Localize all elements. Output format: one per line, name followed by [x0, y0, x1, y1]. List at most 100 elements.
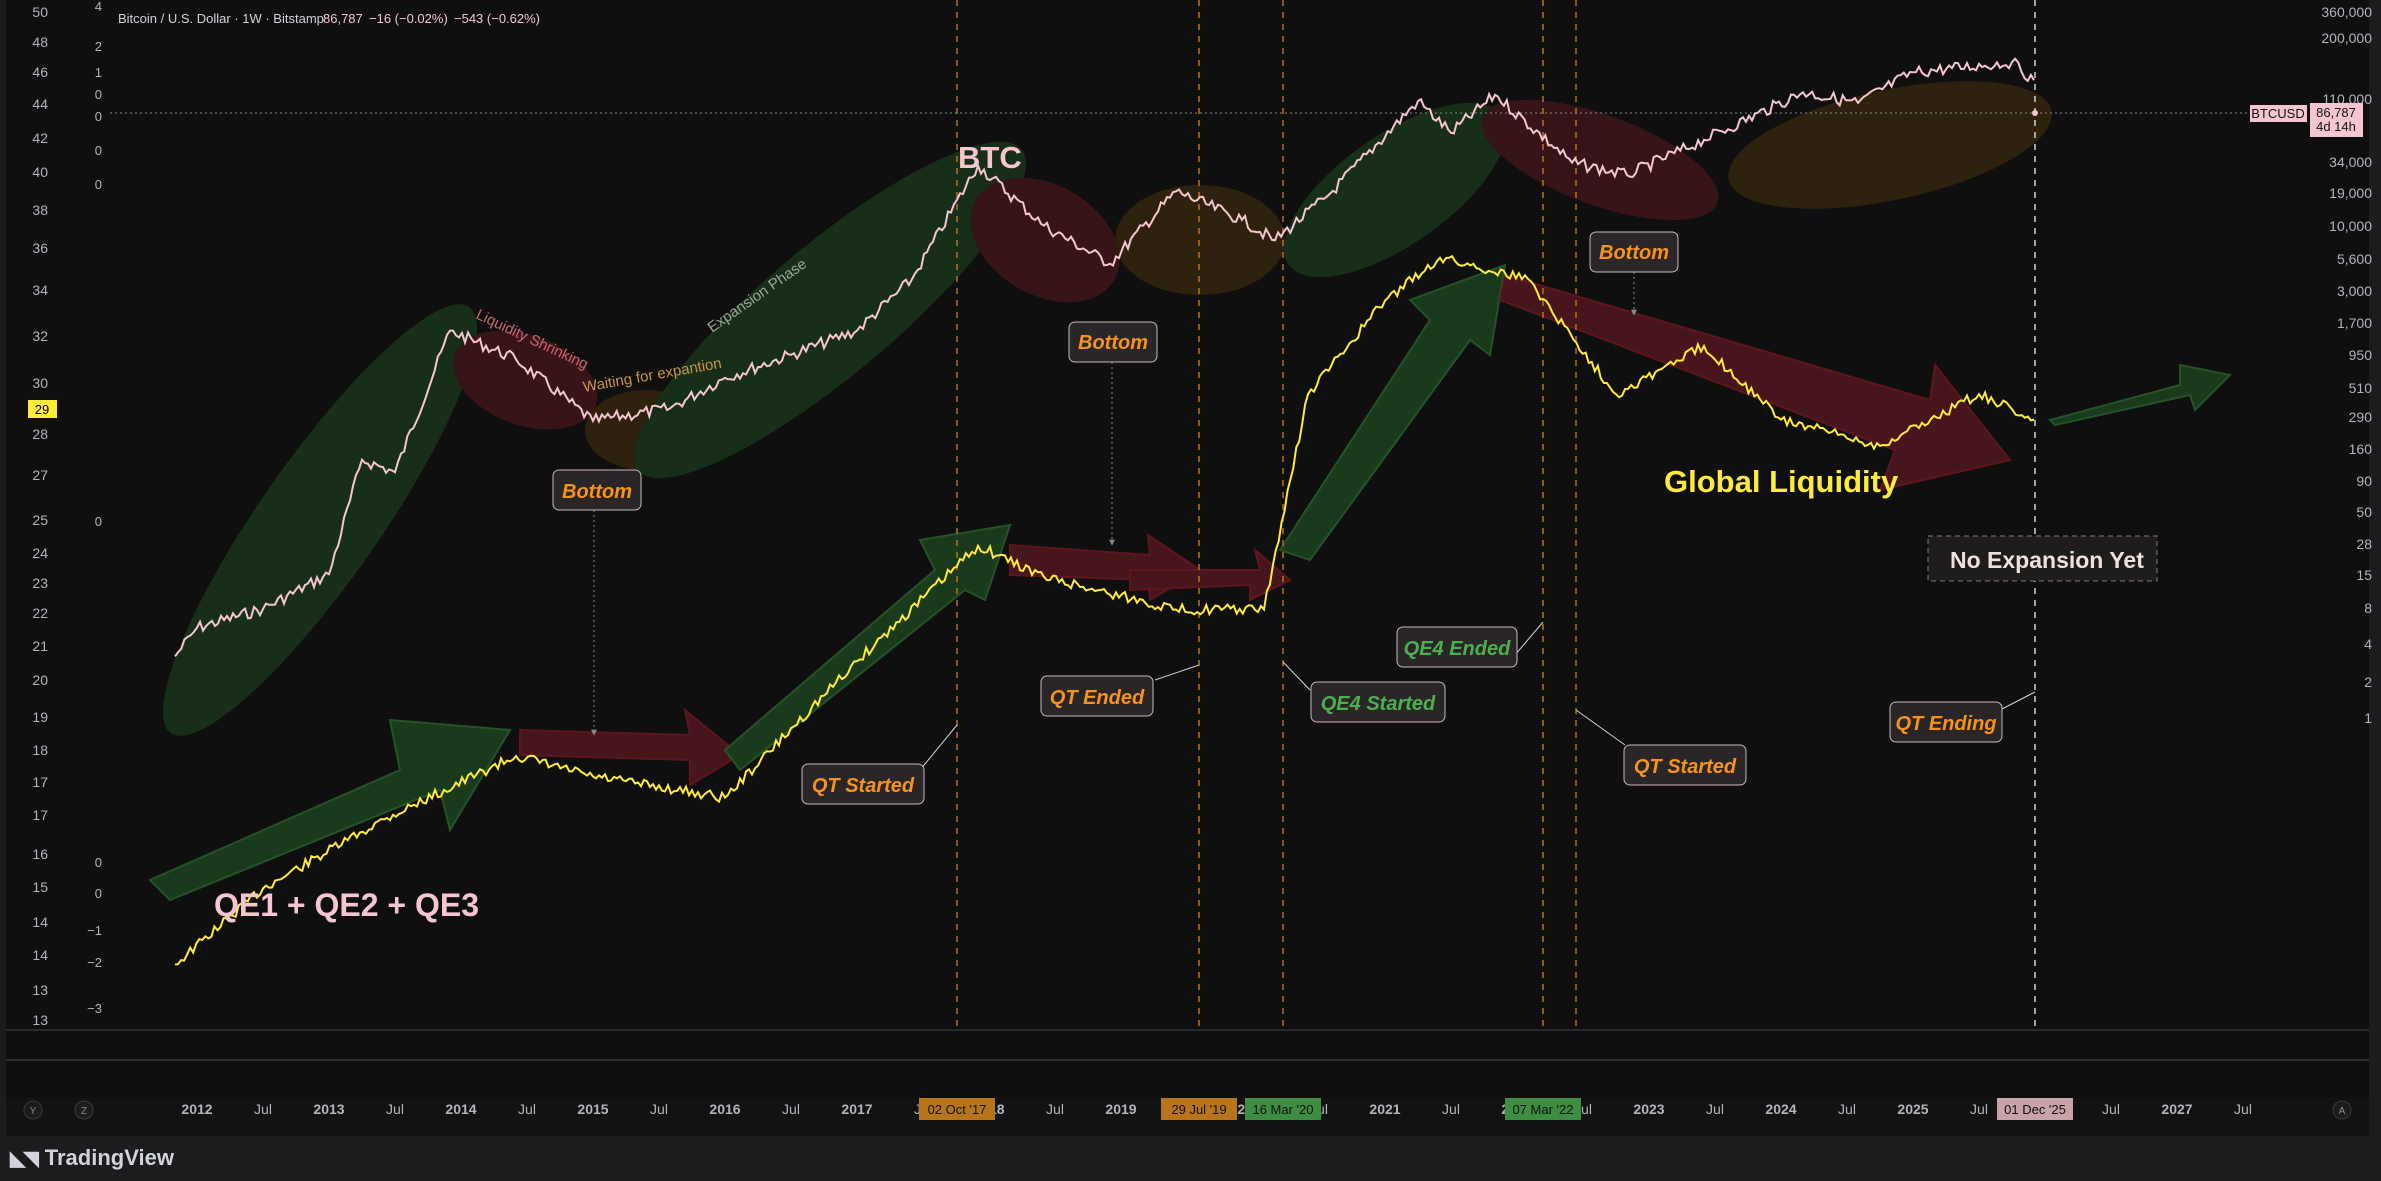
tradingview-logo[interactable]: ◣◥ TradingView: [10, 1143, 174, 1173]
time-scale-label: 2016: [709, 1101, 740, 1117]
red-ellipse-3: [1481, 99, 1719, 221]
bottom1-box: [552, 469, 642, 511]
green-ellipse-1: [162, 304, 478, 736]
time-scale-label: 2021: [1369, 1101, 1400, 1117]
left-current-value: 29: [35, 402, 49, 417]
time-scale-label: 2014: [445, 1101, 476, 1117]
tradingview-logo-icon: ◣◥: [10, 1147, 39, 1170]
qt-ending-box: [1889, 701, 2003, 743]
tradingview-brand: TradingView: [44, 1145, 174, 1170]
left-scale-tick: 22: [32, 605, 48, 621]
right-scale-tick: 10,000: [2329, 218, 2372, 234]
time-marker-bg: [1505, 1098, 1581, 1120]
orange-ellipse-2: [1115, 185, 1285, 295]
y-axis-button-label: Y: [30, 1106, 37, 1117]
qt-ended-pointer: [1154, 664, 1200, 681]
time-scale-label: Jul: [1706, 1101, 1724, 1117]
qt-started-2-label: QT Started: [1634, 756, 1737, 778]
right-scale-tick: 90: [2356, 473, 2372, 489]
green-ellipse-2: [633, 141, 1027, 479]
right-scale-tick: 1,700: [2337, 315, 2372, 331]
left-price-scale[interactable]: 50 48 46 44 42 40 38 36 34 32 30 28 27 25 24 23 22 21 20 19…: [32, 4, 48, 1028]
green-arrow-qe4: [1278, 263, 1507, 562]
time-marker-label: 29 Jul '19: [1171, 1102, 1226, 1117]
left-scale-tick: 14: [32, 914, 48, 930]
right-scale-tick: 5,600: [2337, 251, 2372, 267]
qt-ending-pointer: [1999, 691, 2036, 711]
time-marker-label: 01 Dec '25: [2004, 1102, 2066, 1117]
right-scale-tick: 50: [2356, 504, 2372, 520]
time-marker-bg: [1997, 1098, 2073, 1120]
trend-arrows: [148, 263, 2233, 902]
label-boxes: [552, 231, 2158, 805]
red-ellipse-1: [452, 330, 598, 430]
right-scale-tick: 160: [2349, 441, 2373, 457]
right-scale-tick: 4: [2364, 636, 2372, 652]
qt-started-2-pointer: [1575, 709, 1626, 746]
time-scale-label: Jul: [518, 1101, 536, 1117]
qe4-started-pointer: [1282, 661, 1311, 691]
red-ellipse-2: [970, 177, 1120, 303]
left-scale-tick: 44: [32, 96, 48, 112]
right-scale-tick: 3,000: [2337, 283, 2372, 299]
left-scale-tick: 40: [32, 164, 48, 180]
left-scale-tick: 18: [32, 742, 48, 758]
time-marker-label: 16 Mar '20: [1252, 1102, 1313, 1117]
time-scale-markers: 02 Oct '17 29 Jul '19 16 Mar '20 07 Mar '22…: [919, 1098, 2073, 1120]
qt-started-1-pointer: [919, 724, 958, 771]
header-price: 86,787: [323, 11, 363, 26]
no-expansion-box: [1927, 535, 2158, 582]
time-scale-label: 2013: [313, 1101, 344, 1117]
left-scale-tick: 48: [32, 34, 48, 50]
time-scale-label: 2027: [2161, 1101, 2192, 1117]
auto-scale-button[interactable]: [2332, 1100, 2352, 1120]
time-marker-bg: [919, 1098, 995, 1120]
phase-ellipses: [162, 81, 2052, 736]
left-scale-tick: 23: [32, 575, 48, 591]
chart-header: Bitcoin / U.S. Dollar · 1W · Bitstamp 86…: [118, 11, 540, 26]
qt-started-2-box: [1623, 744, 1747, 786]
btc-series-line: [174, 57, 2035, 657]
right-scale-tick: 2: [2364, 674, 2372, 690]
qt-ended-box: [1040, 675, 1154, 717]
time-marker-bg: [1245, 1098, 1321, 1120]
left-scale-b-tick: −1: [87, 923, 102, 938]
qt-ended-label: QT Ended: [1050, 687, 1145, 709]
header-change: −16 (−0.02%): [369, 11, 448, 26]
symbol-title[interactable]: Bitcoin / U.S. Dollar · 1W · Bitstamp: [118, 11, 324, 26]
price-tag-countdown: 4d 14h: [2316, 119, 2356, 134]
red-arrow-qt2: [1498, 273, 2012, 492]
left-scale-b-tick: −2: [87, 955, 102, 970]
auto-scale-button-label: A: [2339, 1106, 2346, 1117]
left-scale-b-tick: 0: [95, 855, 102, 870]
left-scale-b-tick: 0: [95, 177, 102, 192]
time-scale-label: Jul: [2234, 1101, 2252, 1117]
corner-buttons[interactable]: Y Z A: [23, 1100, 2352, 1120]
left-scale-tick: 42: [32, 130, 48, 146]
price-tag-value-bg: [2310, 103, 2363, 137]
right-price-scale[interactable]: 360,000 200,000 34,000 19,000 10,000 5,600 3,0…: [2321, 4, 2372, 726]
z-axis-button-label: Z: [81, 1106, 87, 1117]
red-arrow-1: [519, 707, 742, 787]
bottom1-label: Bottom: [562, 481, 632, 503]
time-scale-label: Jul: [1970, 1101, 1988, 1117]
global-liquidity-label: Global Liquidity: [1664, 464, 1899, 499]
y-axis-button[interactable]: [23, 1100, 43, 1120]
no-expansion-label: No Expansion Yet: [1950, 547, 2144, 573]
left-scale-b-tick: 1: [95, 65, 102, 80]
bottom2-label: Bottom: [1078, 332, 1148, 354]
green-arrow-qe123: [148, 718, 512, 902]
time-scale-label: Jul: [650, 1101, 668, 1117]
price-tag: BTCUSD 86,787 4d 14h: [2250, 103, 2363, 137]
right-scale-tick: 360,000: [2321, 4, 2372, 20]
time-scale-label: Jul: [1046, 1101, 1064, 1117]
left-scale-b-tick: 4: [95, 0, 102, 14]
left-scale-tick: 19: [32, 709, 48, 725]
left-scale-b-tick: 2: [95, 39, 102, 54]
z-axis-button[interactable]: [74, 1100, 94, 1120]
green-arrow-future: [2048, 363, 2233, 427]
left-scale-tick: 50: [32, 4, 48, 20]
time-scale-label: 2024: [1765, 1101, 1796, 1117]
btc-last-point: [2032, 110, 2038, 116]
